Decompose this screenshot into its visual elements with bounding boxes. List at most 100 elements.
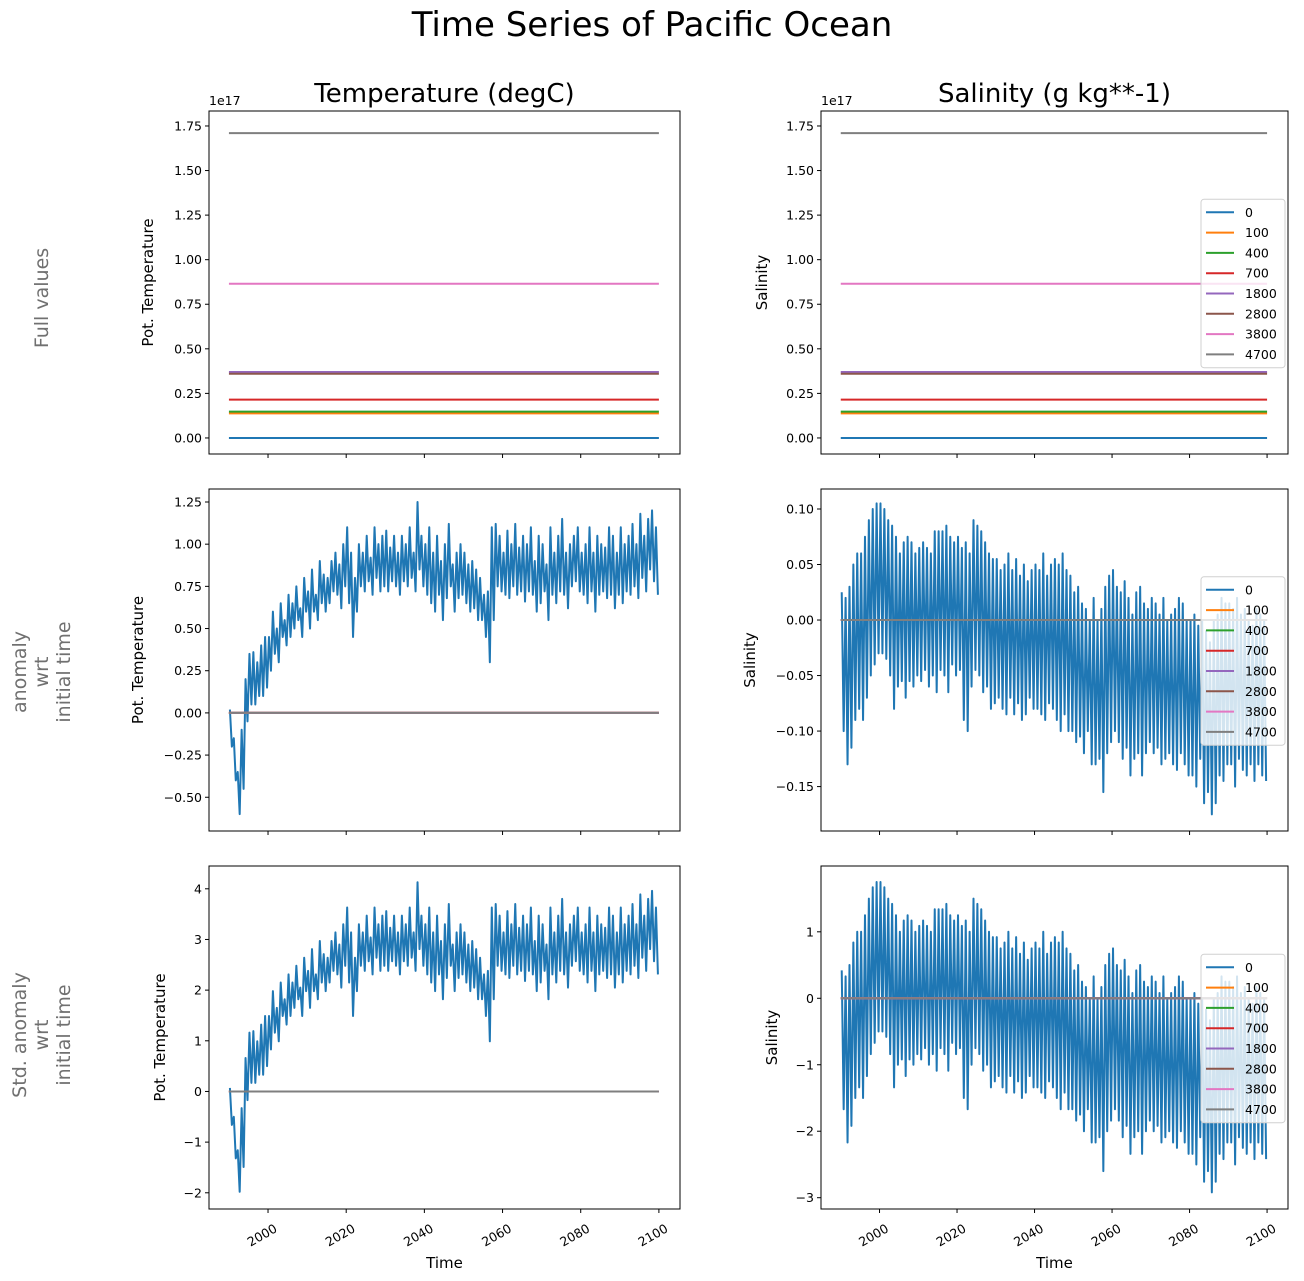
series-line-depth-0 bbox=[840, 502, 1268, 816]
y-tick-label: 1.50 bbox=[174, 163, 202, 178]
y-offset-text: 1e17 bbox=[821, 93, 853, 108]
y-tick-label: 1.00 bbox=[786, 252, 814, 267]
x-tick-label: 2040 bbox=[401, 1221, 436, 1250]
row-label-line: initial time bbox=[53, 621, 75, 722]
y-tick-label: −1 bbox=[796, 1057, 814, 1072]
y-tick-label: 1.00 bbox=[174, 252, 202, 267]
series-group bbox=[840, 502, 1268, 816]
y-tick-label: 0.00 bbox=[174, 430, 202, 445]
legend-label: 700 bbox=[1245, 643, 1269, 658]
y-tick-label: −0.05 bbox=[776, 668, 814, 683]
legend: 0 100 400 700 1800 2800 3800 4700 bbox=[1200, 198, 1286, 369]
row-label-line: wrt bbox=[31, 657, 53, 688]
y-tick-label: 0.75 bbox=[174, 579, 202, 594]
y-tick-label: 1.50 bbox=[786, 163, 814, 178]
y-axis-label: Pot. Temperature bbox=[151, 973, 169, 1101]
legend-label: 3800 bbox=[1245, 327, 1277, 342]
y-tick-label: −0.25 bbox=[164, 748, 202, 763]
legend: 0 100 400 700 1800 2800 3800 4700 bbox=[1200, 576, 1286, 746]
axes-frame bbox=[208, 110, 681, 455]
x-tick-label: 2000 bbox=[856, 1221, 891, 1250]
series-group bbox=[228, 500, 659, 816]
legend-label: 700 bbox=[1245, 1021, 1269, 1036]
x-axis-label: Time bbox=[1035, 1254, 1073, 1272]
y-tick-label: 1.25 bbox=[174, 494, 202, 509]
y-tick-label: 4 bbox=[194, 881, 202, 896]
y-tick-label: 1.75 bbox=[174, 118, 202, 133]
y-tick-label: −2 bbox=[796, 1124, 814, 1139]
panel-temperature-anomaly: −0.50 −0.25 0.00 0.25 0.50 0.75 1.00 1.25 Pot. T… bbox=[129, 488, 681, 835]
y-tick-label: −0.50 bbox=[164, 790, 202, 805]
y-tick-label: 0.25 bbox=[174, 386, 202, 401]
row-label-line: initial time bbox=[53, 984, 75, 1085]
legend-box bbox=[1200, 198, 1286, 369]
panel-temperature-full: 0.00 0.25 0.50 0.75 1.00 1.25 1.50 1.75 1e17 Temp… bbox=[139, 79, 681, 458]
y-tick-label: −3 bbox=[796, 1190, 814, 1205]
legend-label: 2800 bbox=[1245, 1061, 1277, 1076]
legend-label: 100 bbox=[1245, 225, 1269, 240]
x-tick-label: 2100 bbox=[635, 1221, 670, 1250]
y-tick-label: 0.00 bbox=[786, 613, 814, 628]
y-axis-label: Pot. Temperature bbox=[139, 218, 157, 346]
x-tick-label: 2080 bbox=[1166, 1221, 1201, 1250]
y-tick-label: 0.10 bbox=[786, 501, 814, 516]
legend-label: 4700 bbox=[1245, 347, 1277, 362]
panels: 0.00 0.25 0.50 0.75 1.00 1.25 1.50 1.75 1e17 Temp… bbox=[129, 79, 1289, 1272]
y-tick-label: 1 bbox=[194, 1033, 202, 1048]
legend-label: 4700 bbox=[1245, 724, 1277, 739]
legend-label: 3800 bbox=[1245, 1082, 1277, 1097]
panel-title: Temperature (degC) bbox=[313, 79, 574, 109]
legend-label: 1800 bbox=[1245, 1041, 1277, 1056]
series-line-depth-0 bbox=[228, 881, 659, 1193]
y-tick-label: 0.00 bbox=[174, 705, 202, 720]
y-tick-label: 0.75 bbox=[174, 297, 202, 312]
series-group bbox=[228, 881, 659, 1193]
x-tick-label: 2060 bbox=[479, 1221, 514, 1250]
y-tick-label: 1.00 bbox=[174, 537, 202, 552]
legend-label: 3800 bbox=[1245, 704, 1277, 719]
y-axis-label: Salinity bbox=[741, 632, 759, 688]
y-axis-label: Salinity bbox=[753, 255, 771, 311]
y-tick-label: 0.25 bbox=[786, 386, 814, 401]
y-tick-label: 1.75 bbox=[786, 118, 814, 133]
legend-label: 0 bbox=[1245, 205, 1253, 220]
row-label-line: Std. anomaly bbox=[9, 972, 31, 1098]
y-offset-text: 1e17 bbox=[209, 93, 241, 108]
panel-temperature-std-anomaly: −2 −1 0 1 2 3 4 2000 2020 2040 2060 2080 2100 Pot. Te… bbox=[151, 865, 681, 1272]
x-tick-label: 2000 bbox=[244, 1221, 279, 1250]
legend-label: 0 bbox=[1245, 582, 1253, 597]
y-tick-label: 2 bbox=[194, 983, 202, 998]
axes-frame bbox=[820, 488, 1289, 832]
legend-label: 400 bbox=[1245, 245, 1269, 260]
y-tick-label: 0.50 bbox=[174, 621, 202, 636]
y-tick-label: 1 bbox=[806, 924, 814, 939]
axes-frame bbox=[820, 110, 1289, 455]
y-tick-label: 0.00 bbox=[786, 430, 814, 445]
series-group bbox=[228, 132, 659, 439]
legend-label: 100 bbox=[1245, 980, 1269, 995]
panel-salinity-full: 0.00 0.25 0.50 0.75 1.00 1.25 1.50 1.75 1e17 Sali… bbox=[753, 79, 1289, 458]
y-axis-label: Pot. Temperature bbox=[129, 596, 147, 724]
y-tick-label: 0 bbox=[194, 1084, 202, 1099]
y-tick-label: 3 bbox=[194, 932, 202, 947]
legend-box bbox=[1200, 576, 1286, 746]
axes-frame bbox=[208, 865, 681, 1210]
y-tick-label: 0.75 bbox=[786, 297, 814, 312]
figure-title: Time Series of Pacific Ocean bbox=[411, 5, 893, 45]
panel-salinity-anomaly: −0.15 −0.10 −0.05 0.00 0.05 0.10 Salinity 0 100 4… bbox=[741, 488, 1289, 835]
y-tick-label: −0.15 bbox=[776, 779, 814, 794]
legend-label: 1800 bbox=[1245, 286, 1277, 301]
row-label-line: anomaly bbox=[9, 631, 31, 713]
legend-label: 1800 bbox=[1245, 664, 1277, 679]
y-tick-label: −0.10 bbox=[776, 724, 814, 739]
legend-label: 100 bbox=[1245, 603, 1269, 618]
series-line-depth-0 bbox=[228, 500, 659, 816]
axes-frame bbox=[208, 488, 681, 832]
legend-label: 400 bbox=[1245, 623, 1269, 638]
y-tick-label: 0.05 bbox=[786, 557, 814, 572]
y-tick-label: −2 bbox=[184, 1185, 202, 1200]
legend: 0 100 400 700 1800 2800 3800 4700 bbox=[1200, 953, 1286, 1124]
series-group bbox=[840, 132, 1268, 439]
